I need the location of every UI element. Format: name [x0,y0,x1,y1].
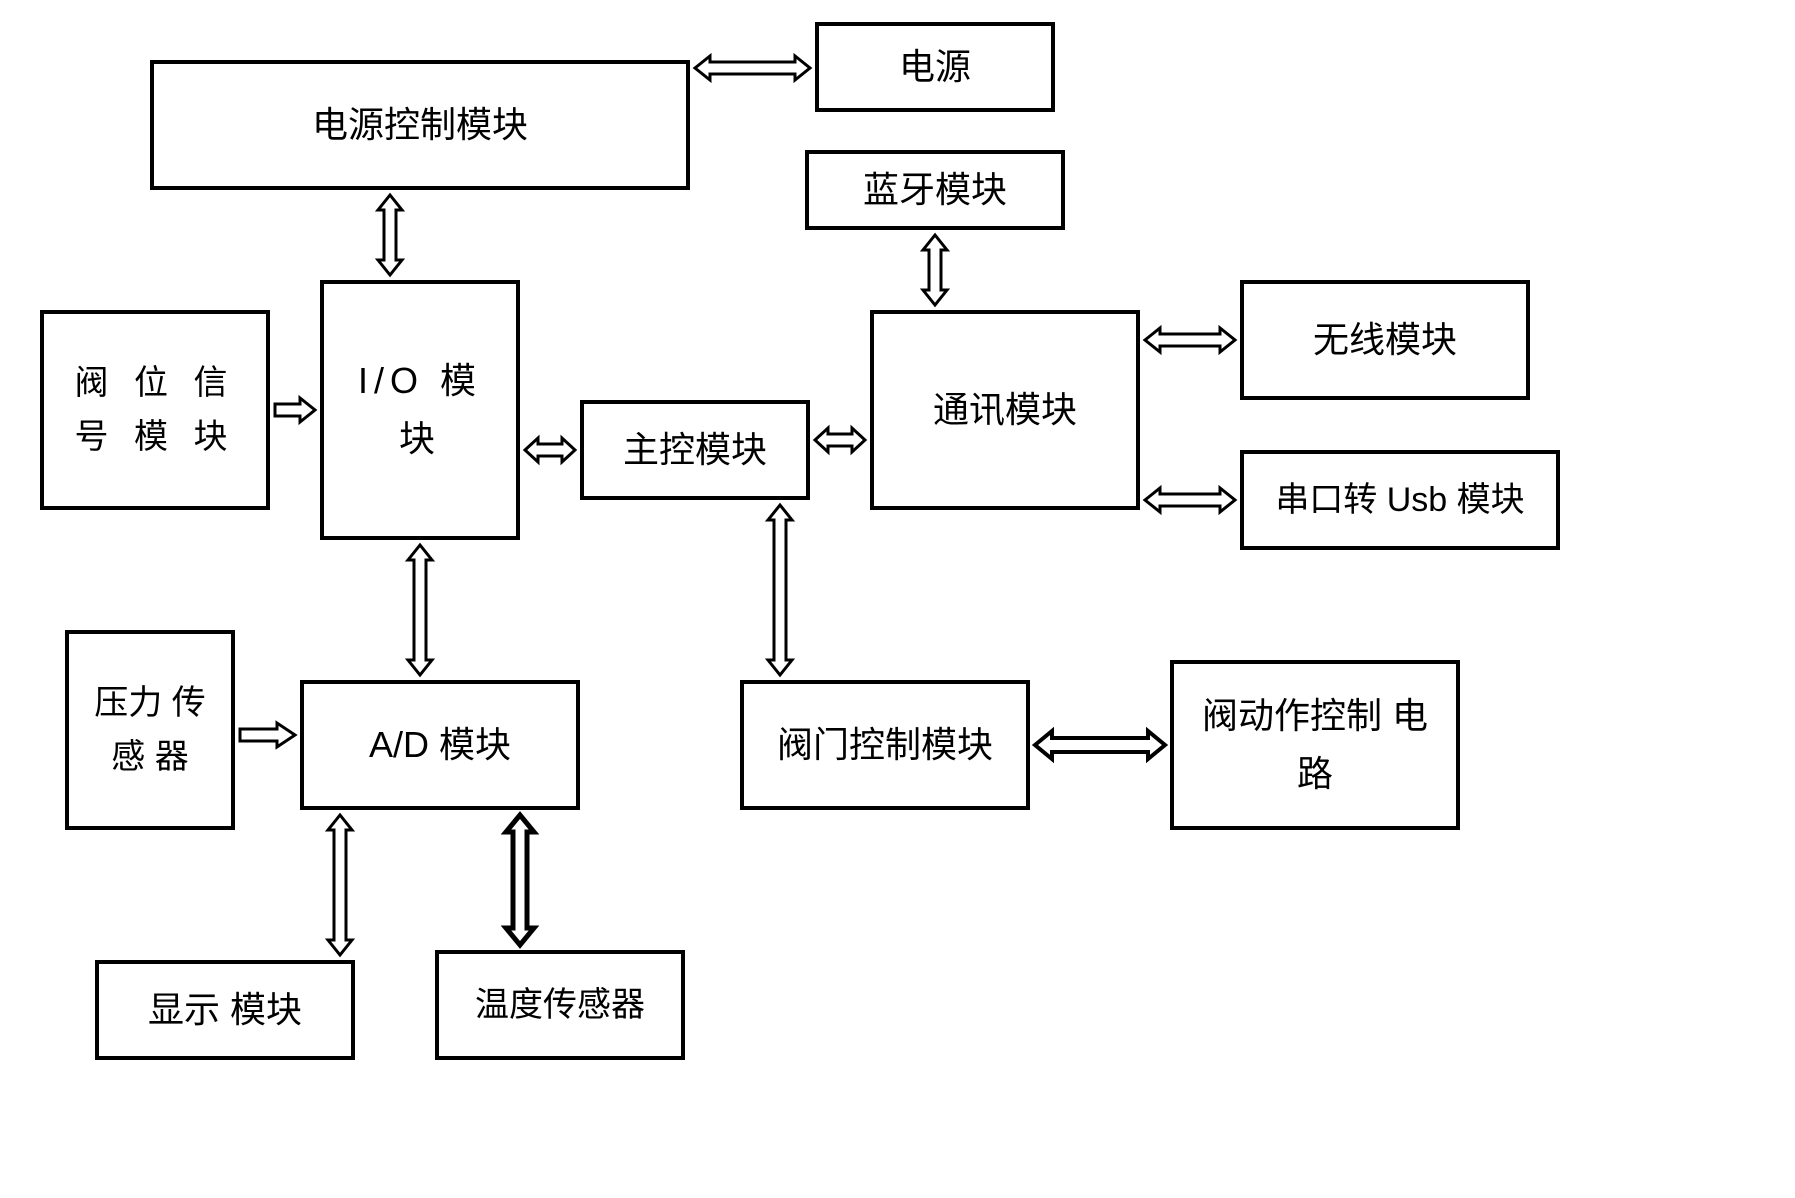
node-label: 蓝牙模块 [863,161,1007,219]
edge-power-control-to-io [370,190,410,280]
node-power: 电源 [815,22,1055,112]
edge-ad-to-temp [498,810,542,950]
node-label: 压力 传感 器 [81,676,219,785]
node-display: 显示 模块 [95,960,355,1060]
node-bluetooth: 蓝牙模块 [805,150,1065,230]
node-label: 电源 [899,38,971,96]
node-label: A/D 模块 [369,716,511,774]
node-label: 阀 位 信 号 模 块 [56,356,254,465]
node-label: 阀门控制模块 [777,716,993,774]
edge-bluetooth-to-comm [915,230,955,310]
node-label: 通讯模块 [933,381,1077,439]
node-valve-action: 阀动作控制 电路 [1170,660,1460,830]
node-pressure-sensor: 压力 传感 器 [65,630,235,830]
edge-power-control-to-power [690,48,815,88]
node-io-module: I/O 模 块 [320,280,520,540]
edge-valve-control-to-action [1030,725,1170,765]
edge-io-to-main [520,430,580,470]
node-comm-module: 通讯模块 [870,310,1140,510]
edge-main-to-valve-control [760,500,800,680]
node-label: 无线模块 [1313,311,1457,369]
node-label: 阀动作控制 电路 [1186,687,1444,802]
edge-comm-to-wireless [1140,320,1240,360]
node-label: 温度传感器 [475,978,645,1032]
node-label: 电源控制模块 [312,96,528,154]
edge-valve-signal-to-io [270,390,320,430]
edge-comm-to-serial-usb [1140,480,1240,520]
node-serial-usb: 串口转 Usb 模块 [1240,450,1560,550]
node-valve-signal: 阀 位 信 号 模 块 [40,310,270,510]
edge-ad-to-display [320,810,360,960]
node-temp-sensor: 温度传感器 [435,950,685,1060]
node-label: 显示 模块 [148,981,302,1039]
node-label: 串口转 Usb 模块 [1275,473,1524,527]
node-valve-control: 阀门控制模块 [740,680,1030,810]
edge-main-to-comm [810,420,870,460]
node-label: I/O 模 块 [336,352,504,467]
node-wireless: 无线模块 [1240,280,1530,400]
node-power-control: 电源控制模块 [150,60,690,190]
node-label: 主控模块 [623,421,767,479]
node-ad-module: A/D 模块 [300,680,580,810]
edge-io-to-ad [400,540,440,680]
edge-pressure-to-ad [235,715,300,755]
node-main-control: 主控模块 [580,400,810,500]
